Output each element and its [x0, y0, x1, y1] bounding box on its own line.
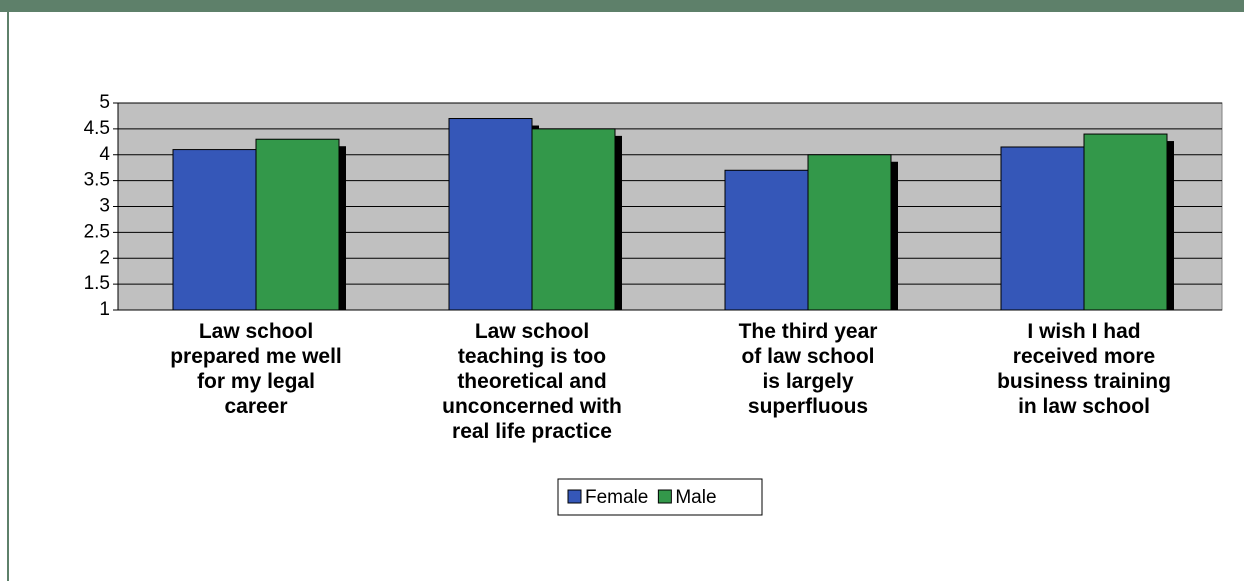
y-tick-label: 4: [99, 144, 110, 165]
legend-label: Male: [675, 487, 716, 508]
y-tick-label: 4.5: [84, 118, 110, 139]
x-tick-label: Law school teaching is too theoretical and…: [442, 320, 622, 443]
bar: [1000, 146, 1085, 311]
left-border: [7, 12, 9, 581]
legend-swatch: [567, 489, 582, 504]
y-tick-label: 1.5: [84, 273, 110, 294]
x-tick-label: Law school prepared me well for my legal ca…: [170, 320, 342, 418]
legend-label: Female: [585, 487, 648, 508]
y-tick-label: 2.5: [84, 221, 110, 242]
y-tick-label: 3.5: [84, 170, 110, 191]
bar: [531, 128, 616, 311]
y-tick-label: 3: [99, 196, 110, 217]
y-tick-label: 5: [99, 92, 110, 113]
y-tick-label: 1: [99, 299, 110, 320]
top-bar: [0, 0, 1244, 12]
bar: [172, 149, 257, 311]
y-tick-label: 2: [99, 247, 110, 268]
bar: [1083, 133, 1168, 311]
x-tick-label: I wish I had received more business traini…: [997, 320, 1171, 418]
bar: [807, 154, 892, 311]
legend-swatch: [657, 489, 672, 504]
bar: [724, 169, 809, 311]
bar: [448, 118, 533, 311]
bar: [255, 138, 340, 311]
x-tick-label: The third year of law school is largely sup…: [739, 320, 878, 418]
